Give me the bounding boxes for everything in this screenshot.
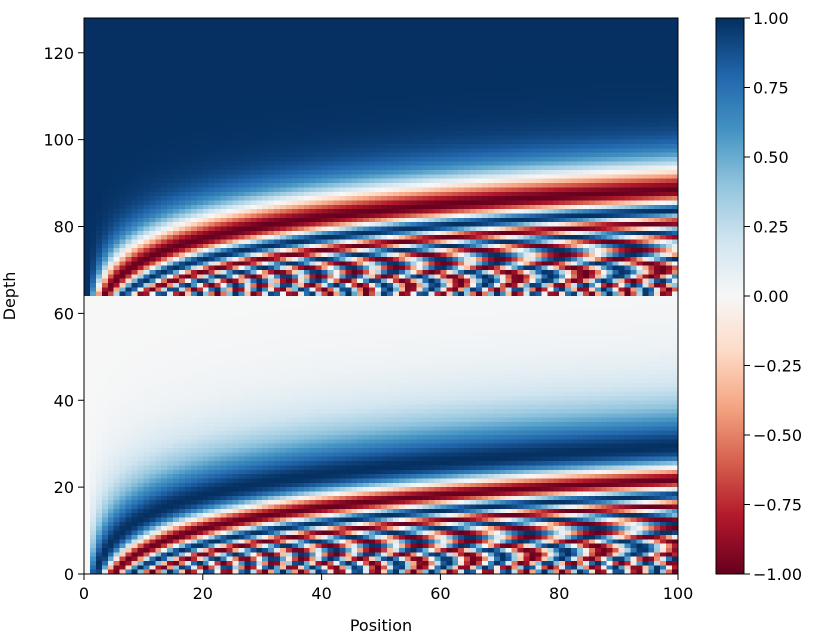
- colorbar-tick-label: −0.75: [753, 496, 802, 515]
- colorbar-tick-label: 0.75: [753, 79, 789, 98]
- heatmap-cells: [84, 18, 678, 574]
- colorbar-tick-label: 0.25: [753, 218, 789, 237]
- x-tick-label: 100: [663, 584, 694, 603]
- y-tick-label: 100: [43, 131, 74, 150]
- x-tick-label: 40: [311, 584, 331, 603]
- y-tick-label: 80: [54, 218, 74, 237]
- y-tick-label: 0: [64, 565, 74, 584]
- y-axis-label: Depth: [0, 272, 19, 321]
- colorbar-tick-label: −0.50: [753, 426, 802, 445]
- colorbar-tick-label: −1.00: [753, 565, 802, 584]
- colorbar: [716, 18, 744, 574]
- heatmap-image: [84, 18, 678, 574]
- x-tick-label: 20: [193, 584, 213, 603]
- y-axis: 0 20 40 60 80 100 120: [43, 44, 84, 584]
- x-tick-label: 0: [79, 584, 89, 603]
- x-tick-label: 80: [549, 584, 569, 603]
- y-tick-label: 20: [54, 478, 74, 497]
- colorbar-tick-label: 1.00: [753, 9, 789, 28]
- colorbar-ticks: 1.00 0.75 0.50 0.25 0.00 −0.25 −0.50 −0.75 −1.00: [744, 9, 802, 584]
- colorbar-gradient: [716, 18, 744, 574]
- y-tick-label: 120: [43, 44, 74, 63]
- colorbar-tick-label: 0.00: [753, 287, 789, 306]
- y-tick-label: 60: [54, 304, 74, 323]
- y-tick-label: 40: [54, 391, 74, 410]
- colorbar-tick-label: −0.25: [753, 357, 802, 376]
- x-axis: 0 20 40 60 80 100: [79, 574, 693, 603]
- x-axis-label: Position: [350, 616, 412, 635]
- plot-frame: [83, 17, 679, 575]
- colorbar-tick-label: 0.50: [753, 148, 789, 167]
- x-tick-label: 60: [430, 584, 450, 603]
